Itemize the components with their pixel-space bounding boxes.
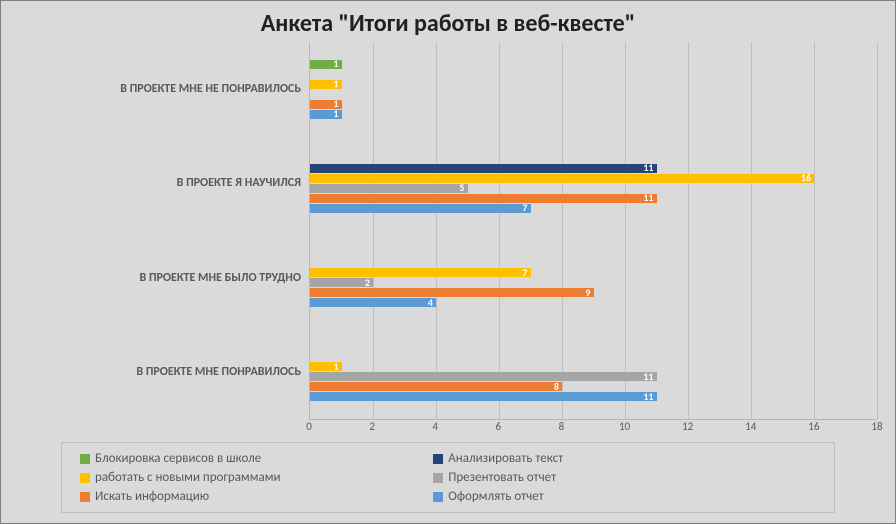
bar: 16 (310, 174, 814, 183)
x-tick-label: 18 (871, 420, 882, 433)
x-tick-label: 10 (619, 420, 630, 433)
bar-value-label: 1 (333, 362, 338, 372)
legend: Блокировка сервисов в школе Анализировать… (61, 442, 835, 513)
bar: 9 (310, 288, 594, 297)
bar: 2 (310, 278, 373, 287)
bar: 11 (310, 164, 657, 173)
legend-item: работать с новыми программами (80, 468, 433, 487)
bar-value-label: 11 (643, 163, 653, 173)
legend-item: Презентовать отчет (433, 468, 786, 487)
legend-label: Презентовать отчет (448, 470, 556, 485)
plot-zone: В ПРОЕКТЕ МНЕ НЕ ПОНРАВИЛОСЬ В ПРОЕКТЕ Я … (1, 42, 895, 438)
bar-value-label: 11 (643, 193, 653, 203)
category-label: В ПРОЕКТЕ МНЕ НЕ ПОНРАВИЛОСЬ (120, 82, 301, 96)
bar: 1 (310, 362, 342, 371)
bar-value-label: 7 (522, 268, 527, 278)
gridline (814, 42, 815, 419)
bar-value-label: 1 (333, 109, 338, 119)
bar-value-label: 5 (459, 183, 464, 193)
legend-label: Искать информацию (95, 489, 209, 504)
x-tick-label: 8 (559, 420, 565, 433)
x-tick-label: 6 (496, 420, 502, 433)
bar-value-label: 16 (801, 173, 811, 183)
legend-item: Анализировать текст (433, 449, 786, 468)
bars-area: 1111111651177294111811 (309, 42, 877, 420)
gridline (562, 42, 563, 419)
bar: 11 (310, 392, 657, 401)
legend-item: Искать информацию (80, 487, 433, 506)
x-axis: 024681012141618 (19, 420, 877, 438)
legend-swatch (433, 454, 443, 464)
bar-value-label: 1 (333, 79, 338, 89)
bar: 7 (310, 268, 531, 277)
gridline (499, 42, 500, 419)
bar-value-label: 2 (365, 278, 370, 288)
x-tick-label: 4 (432, 420, 438, 433)
bar: 5 (310, 184, 468, 193)
legend-label: Анализировать текст (448, 451, 563, 466)
bar: 11 (310, 372, 657, 381)
gridline (373, 42, 374, 419)
legend-swatch (433, 473, 443, 483)
legend-item: Блокировка сервисов в школе (80, 449, 433, 468)
bar-value-label: 9 (585, 288, 590, 298)
legend-swatch (80, 473, 90, 483)
bar: 8 (310, 382, 562, 391)
gridline (751, 42, 752, 419)
bar-value-label: 11 (643, 392, 653, 402)
x-tick-label: 14 (745, 420, 756, 433)
bar: 7 (310, 204, 531, 213)
chart-title: Анкета "Итоги работы в веб-квесте" (1, 1, 895, 42)
bar: 4 (310, 298, 436, 307)
bar: 1 (310, 60, 342, 69)
bar-value-label: 7 (522, 203, 527, 213)
bar-value-label: 1 (333, 59, 338, 69)
bar: 1 (310, 110, 342, 119)
bar-value-label: 4 (428, 298, 433, 308)
gridline (688, 42, 689, 419)
category-label: В ПРОЕКТЕ МНЕ БЫЛО ТРУДНО (140, 271, 301, 285)
bar-value-label: 11 (643, 372, 653, 382)
y-axis-labels: В ПРОЕКТЕ МНЕ НЕ ПОНРАВИЛОСЬ В ПРОЕКТЕ Я … (19, 42, 309, 420)
category-label: В ПРОЕКТЕ МНЕ ПОНРАВИЛОСЬ (136, 365, 301, 379)
legend-item: Оформлять отчет (433, 487, 786, 506)
legend-swatch (80, 454, 90, 464)
bar: 1 (310, 80, 342, 89)
x-tick-label: 0 (306, 420, 312, 433)
plot: В ПРОЕКТЕ МНЕ НЕ ПОНРАВИЛОСЬ В ПРОЕКТЕ Я … (19, 42, 877, 420)
x-tick-label: 16 (808, 420, 819, 433)
legend-swatch (80, 492, 90, 502)
category-label: В ПРОЕКТЕ Я НАУЧИЛСЯ (177, 176, 301, 190)
x-tick-label: 12 (682, 420, 693, 433)
bar-value-label: 8 (554, 382, 559, 392)
legend-label: Блокировка сервисов в школе (95, 451, 261, 466)
x-tick-label: 2 (369, 420, 375, 433)
gridline (877, 42, 878, 419)
legend-label: работать с новыми программами (95, 470, 281, 485)
gridline (625, 42, 626, 419)
legend-swatch (433, 492, 443, 502)
bar: 11 (310, 194, 657, 203)
x-axis-ticks: 024681012141618 (309, 420, 877, 438)
gridline (436, 42, 437, 419)
chart-container: Анкета "Итоги работы в веб-квесте" В ПРО… (0, 0, 896, 524)
legend-label: Оформлять отчет (448, 489, 543, 504)
